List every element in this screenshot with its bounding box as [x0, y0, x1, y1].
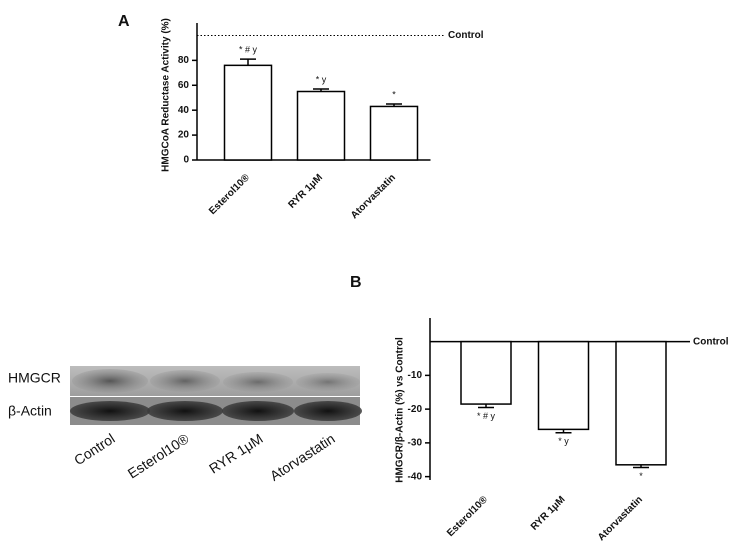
- blot-lane-label: Esterol10®: [125, 430, 193, 482]
- bar: [460, 340, 512, 405]
- blot-image: [70, 366, 362, 425]
- x-tick-label: Atorvastatin: [349, 172, 398, 221]
- x-tick-label: RYR 1μM: [529, 494, 568, 533]
- error-bar: [478, 404, 494, 409]
- reference-label: Control: [448, 30, 484, 41]
- y-tick-label: 60: [178, 80, 190, 91]
- annotation: * y: [558, 436, 569, 446]
- error-bar: [555, 429, 572, 434]
- y-tick-label: 80: [178, 55, 190, 66]
- annotation: *: [392, 89, 396, 99]
- error-bar: [633, 464, 649, 469]
- panel-label: A: [118, 13, 130, 30]
- bar: [369, 105, 419, 161]
- x-tick-label: RYR 1μM: [286, 172, 325, 211]
- annotation: * # y: [239, 44, 258, 54]
- y-tick-label: 20: [178, 130, 190, 141]
- x-tick-label: Atorvastatin: [596, 494, 645, 543]
- annotation: * # y: [477, 411, 496, 421]
- panel-label: B: [350, 274, 362, 291]
- blot-row-label: β-Actin: [8, 403, 52, 419]
- x-tick-label: Esterol10®: [207, 172, 252, 217]
- bar: [537, 340, 590, 431]
- bar: [223, 64, 273, 161]
- bar: [296, 90, 346, 161]
- error-bar: [386, 103, 402, 107]
- y-tick-label: 0: [183, 155, 189, 166]
- bar: [615, 340, 667, 466]
- x-tick-label: Esterol10®: [445, 494, 490, 539]
- annotation: *: [639, 471, 643, 481]
- error-bar: [313, 88, 329, 92]
- blot-lane-label: Atorvastatin: [267, 430, 338, 484]
- y-tick-label: 40: [178, 105, 190, 116]
- y-tick-label: -30: [408, 438, 423, 449]
- y-tick-label: -20: [408, 404, 423, 415]
- annotation: * y: [316, 74, 327, 84]
- blot-lane-label: RYR 1μM: [206, 430, 266, 476]
- blot-row-label: HMGCR: [8, 370, 61, 386]
- y-tick-label: -10: [408, 370, 423, 381]
- reference-label: Control: [693, 336, 729, 347]
- y-axis-label: HMGCR/β-Actin (%) vs Control: [395, 337, 406, 483]
- blot-lane-label: Control: [71, 430, 118, 468]
- y-axis-label: HMGCoA Reductase Activity (%): [161, 18, 172, 172]
- error-bar: [240, 58, 256, 66]
- y-tick-label: -40: [408, 471, 423, 482]
